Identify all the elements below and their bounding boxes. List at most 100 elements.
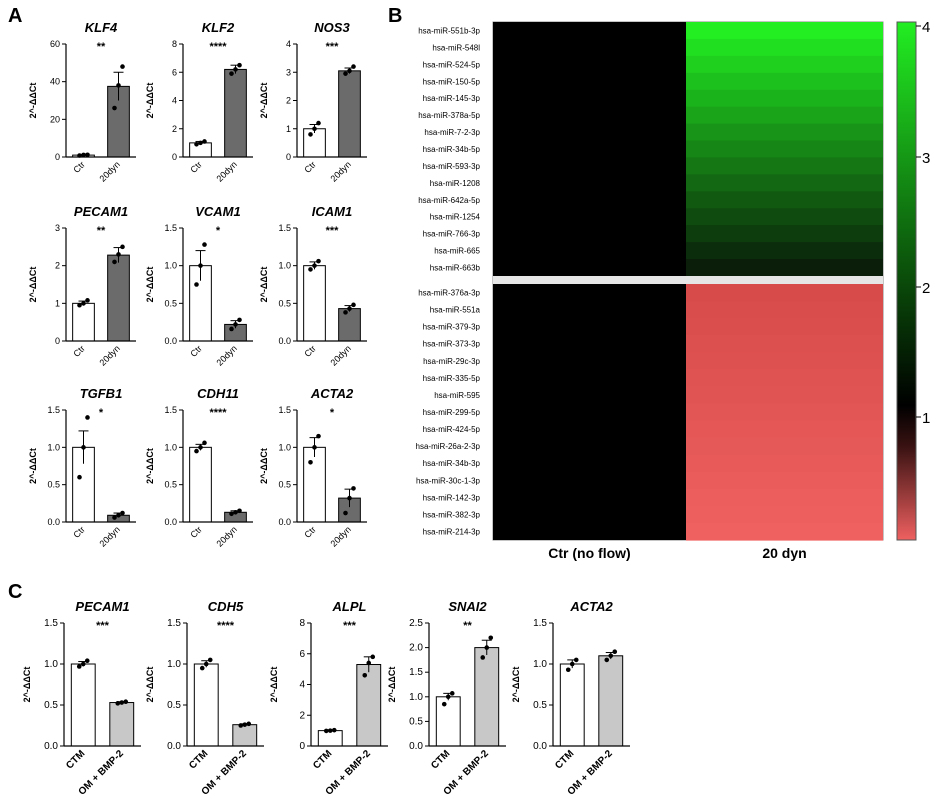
y-tick-label: 2 [299,710,305,721]
x-tick-label: Ctr [302,343,318,359]
y-tick-label: 3 [286,67,291,77]
row-label: hsa-miR-379-3p [423,323,481,332]
heatmap-cell-hsa-mir-299-5p [686,403,883,422]
row-label: hsa-miR-376a-3p [418,289,480,298]
significance-label: **** [209,41,227,53]
y-tick-label: 1.0 [164,442,177,452]
data-point [120,64,125,69]
x-tick-label: 20dyn [97,524,121,548]
data-point [351,302,356,308]
y-tick-label: 0.0 [409,741,423,752]
data-point [370,654,376,660]
row-label: hsa-miR-7-2-3p [424,128,480,137]
data-point [112,105,117,111]
y-axis-label: 2^-ΔΔCt [259,448,269,484]
data-point [242,722,248,727]
significance-label: ** [97,41,106,53]
bar-ctm [317,730,343,747]
y-tick-label: 0 [55,152,60,162]
panel-label-c: C [8,581,22,603]
significance-label: ** [97,225,106,237]
y-axis-label: 2^-ΔΔCt [511,667,521,703]
significance-label: *** [326,41,340,53]
row-label: hsa-miR-378a-5p [418,111,480,120]
chart-title: ALPL [332,599,367,614]
chart-title: CDH5 [208,599,244,614]
row-label: hsa-miR-663b [430,264,481,273]
data-point [331,727,337,733]
y-axis-label: 2^-ΔΔCt [145,267,155,303]
y-tick-label: 0.5 [278,480,291,490]
y-tick-label: 1.5 [278,223,291,233]
bar-chart-a-6: TGFB1 * 0.0 0.5 1.0 1.5 2^-ΔΔCt Ctr 20dyn [28,386,136,549]
row-label: hsa-miR-299-5p [423,408,481,417]
y-tick-label: 1.0 [164,261,177,271]
row-label: hsa-miR-142-3p [423,493,481,502]
data-point [441,701,447,707]
data-point [312,263,317,268]
heatmap-cell-hsa-mir-663b [686,259,883,277]
y-tick-label: 2 [172,124,177,134]
data-point [246,721,252,727]
column-label: 20 dyn [762,545,806,561]
panel-label-a: A [8,5,22,27]
x-tick-label: Ctr [302,159,318,175]
heatmap-cell-hsa-mir-150-5p [686,72,883,91]
data-point [81,301,86,306]
y-tick-label: 1 [55,298,60,308]
data-point [480,655,486,660]
bar-chart-a-1: KLF2 **** 0 2 4 6 8 2^-ΔΔCt Ctr 20dyn [145,20,253,184]
data-point [199,665,205,671]
y-tick-label: 8 [299,618,305,629]
significance-label: **** [209,407,227,419]
colorbar-tick-label: 2 [922,280,930,297]
y-tick-label: 2.0 [409,643,423,654]
bar-om-bmp-2 [109,702,135,747]
data-point [569,661,575,667]
y-tick-label: 2 [286,96,291,106]
colorbar-tick-label: 1 [922,410,930,427]
row-label: hsa-miR-548l [432,43,480,52]
row-label: hsa-miR-665 [434,247,480,256]
data-point [198,445,203,450]
y-tick-label: 0.0 [164,336,177,346]
data-point [229,71,234,76]
y-tick-label: 0.0 [164,517,177,527]
row-label: hsa-miR-1208 [430,179,481,188]
data-point [347,495,352,501]
data-point [85,152,90,158]
data-point [445,694,451,700]
bar-chart-a-7: CDH11 **** 0.0 0.5 1.0 1.5 2^-ΔΔCt Ctr 20dyn [145,386,253,549]
y-tick-label: 0 [299,741,305,752]
y-tick-label: 1.0 [47,442,60,452]
y-tick-label: 0.5 [167,700,181,711]
y-axis-label: 2^-ΔΔCt [145,448,155,484]
data-point [112,259,117,265]
data-point [347,68,352,74]
data-point [198,263,203,268]
bar-om-bmp-2 [598,655,624,747]
y-tick-label: 0.5 [533,700,547,711]
data-point [80,661,86,667]
row-label: hsa-miR-34b-5p [423,145,481,154]
y-tick-label: 1.5 [167,618,181,629]
chart-title: KLF4 [85,20,118,35]
y-tick-label: 1.5 [164,405,177,415]
row-label: hsa-miR-595 [434,391,480,400]
row-label: hsa-miR-593-3p [423,162,481,171]
heatmap-cell-hsa-mir-373-3p [686,335,883,353]
heatmap-cell-hsa-mir-1254 [686,208,883,226]
y-tick-label: 0 [286,152,291,162]
data-point [484,645,490,650]
x-tick-label: CTM [429,748,452,771]
significance-label: * [330,407,335,419]
data-point [237,508,242,514]
bar-chart-a-4: VCAM1 * 0.0 0.5 1.0 1.5 2^-ΔΔCt Ctr 20dyn [145,204,253,368]
data-point [237,62,242,68]
column-label: Ctr (no flow) [548,545,630,561]
data-point [351,486,356,491]
data-point [119,700,125,705]
